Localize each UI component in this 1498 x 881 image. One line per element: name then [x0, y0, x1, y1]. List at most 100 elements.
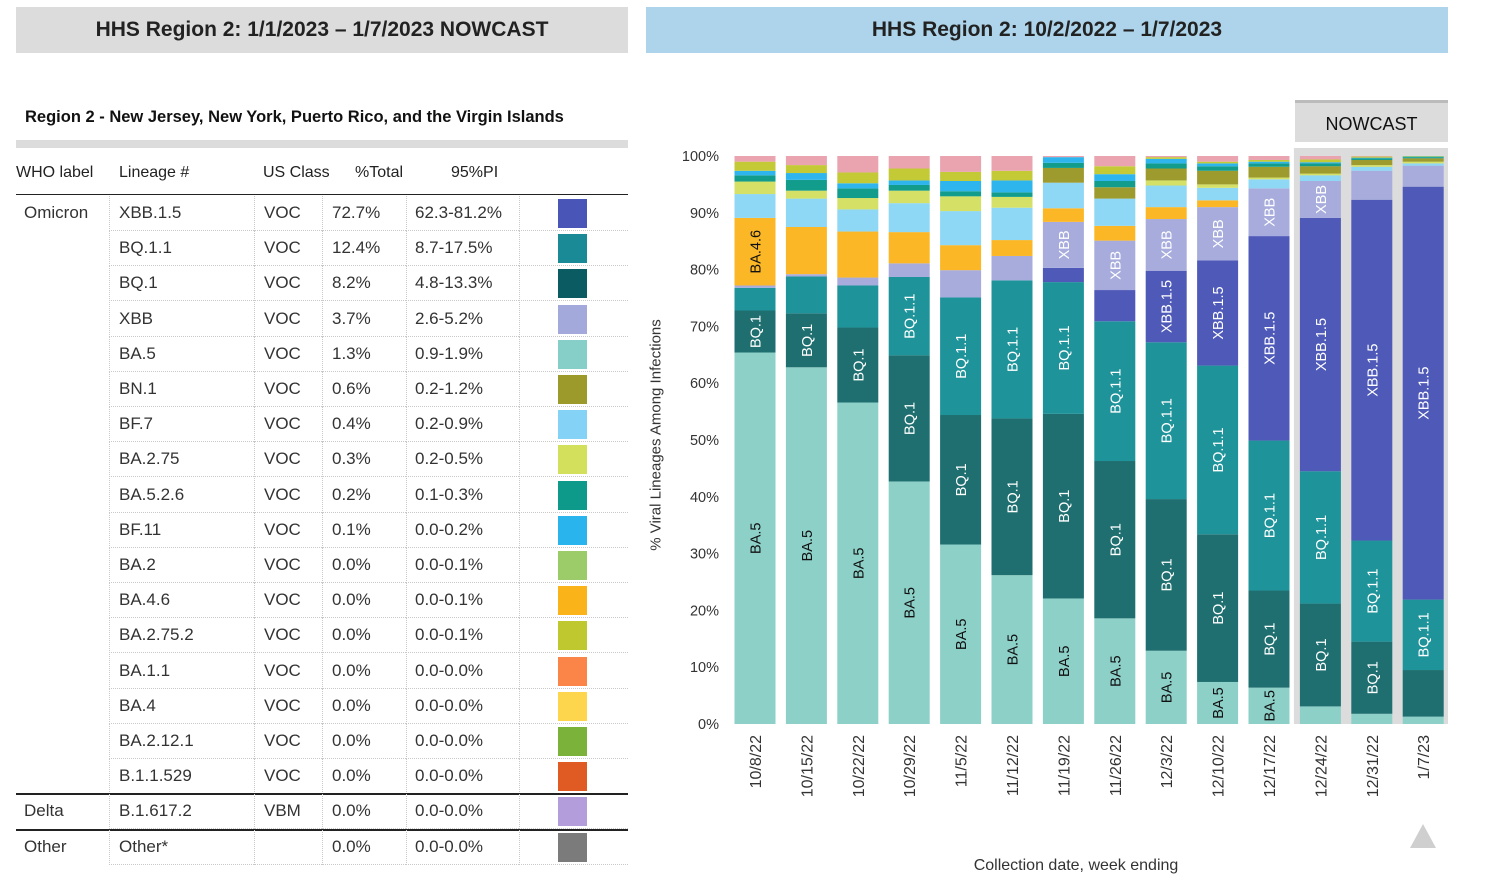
segment-label: BQ.1.1: [1365, 569, 1381, 614]
cell-total: 0.0%: [322, 654, 406, 689]
color-swatch: [558, 762, 587, 792]
cell-pi: 0.0-0.2%: [406, 513, 519, 548]
header-right: HHS Region 2: 10/2/2022 – 1/7/2023: [646, 7, 1448, 53]
segment-label: BA.5: [1160, 672, 1176, 703]
scroll-up-icon[interactable]: [1410, 824, 1436, 848]
bar-segment: [785, 227, 827, 275]
bar-segment: [940, 270, 982, 298]
cell-class: VOC: [254, 689, 322, 724]
cell-pi: 0.0-0.1%: [406, 618, 519, 654]
bar-segment: [1197, 200, 1239, 208]
cell-pi: 8.7-17.5%: [406, 231, 519, 267]
cell-total: 0.1%: [322, 513, 406, 548]
cell-swatch-bg: [519, 654, 628, 689]
bar-segment: [837, 183, 879, 189]
segment-label: BA.5: [800, 530, 816, 561]
x-tick-label: 11/5/22: [954, 735, 971, 787]
segment-label: BQ.1: [1314, 638, 1330, 671]
bar-segment: [837, 198, 879, 210]
cell-divider: [254, 724, 255, 759]
bar-segment: [1094, 290, 1136, 322]
cell-divider: [406, 794, 407, 830]
cell-divider: [519, 372, 520, 407]
cell-pi: 0.1-0.3%: [406, 478, 519, 513]
bar-segment: [785, 190, 827, 199]
cell-lineage: BA.5.2.6: [109, 478, 254, 513]
bar-segment: [1145, 219, 1187, 271]
segment-label: XBB: [1108, 251, 1124, 280]
bar-segment: [1197, 156, 1239, 162]
cell-pi: 0.2-0.5%: [406, 442, 519, 478]
bar-segment: [837, 277, 879, 286]
cell-class: VOC: [254, 407, 322, 443]
x-tick-label: 11/26/22: [1108, 735, 1125, 796]
bar-segment: [734, 161, 776, 171]
cell-divider: [109, 512, 110, 548]
bar-segment: [1299, 156, 1341, 160]
segment-label: BQ.1: [1263, 623, 1279, 656]
cell-divider: [519, 794, 520, 830]
cell-divider: [322, 512, 323, 548]
x-tick-label: 10/22/22: [851, 735, 868, 797]
segment-label: BQ.1: [1108, 523, 1124, 556]
cell-swatch-bg: [519, 266, 628, 302]
cell-divider: [109, 407, 110, 443]
table-row: Other* 0.0% 0.0-0.0%: [16, 829, 628, 865]
cell-swatch-bg: [519, 548, 628, 583]
bar-segment: [734, 217, 776, 286]
cell-swatch-bg: [519, 196, 628, 231]
cell-total: 0.4%: [322, 407, 406, 443]
cell-divider: [519, 196, 520, 231]
bar-segment: [991, 575, 1033, 724]
cell-divider: [254, 372, 255, 407]
bar-segment: [1248, 159, 1290, 162]
cell-class: VOC: [254, 654, 322, 689]
bar-segment: [785, 198, 827, 227]
cell-divider: [322, 196, 323, 231]
bar-segment: [1197, 163, 1239, 167]
cell-class: VOC: [254, 618, 322, 654]
cell-total: 0.0%: [322, 724, 406, 759]
bar-segment: [1402, 716, 1444, 724]
bar-segment: [1248, 687, 1290, 724]
cell-total: 0.0%: [322, 583, 406, 619]
cell-class: VOC: [254, 231, 322, 267]
cell-divider: [322, 477, 323, 513]
color-swatch: [558, 410, 587, 440]
cell-divider: [109, 372, 110, 407]
segment-label: XBB: [1160, 230, 1176, 259]
segment-label: BQ.1.1: [954, 334, 970, 379]
x-tick-label: 10/29/22: [902, 735, 919, 797]
cell-divider: [109, 231, 110, 267]
cell-pi: 0.2-1.2%: [406, 372, 519, 407]
cell-class: VOC: [254, 196, 322, 231]
cell-divider: [519, 512, 520, 548]
bar-segment: [1094, 461, 1136, 619]
cell-pi: 2.6-5.2%: [406, 302, 519, 337]
table-row: BF.11 VOC 0.1% 0.0-0.2%: [16, 512, 628, 548]
cell-divider: [109, 336, 110, 372]
cell-divider: [322, 688, 323, 724]
cell-total: 72.7%: [322, 196, 406, 231]
cell-divider: [254, 512, 255, 548]
bar-segment: [734, 287, 776, 311]
cell-divider: [322, 372, 323, 407]
bar-segment: [837, 327, 879, 403]
bar-segment: [1197, 170, 1239, 185]
bar-segment: [734, 170, 776, 176]
bar-segment: [1248, 177, 1290, 180]
cell-divider: [406, 724, 407, 759]
bar-segment: [888, 203, 930, 233]
bar-segment: [785, 274, 827, 277]
cell-divider: [254, 688, 255, 724]
table-row: BA.4 VOC 0.0% 0.0-0.0%: [16, 688, 628, 724]
cell-divider: [519, 477, 520, 513]
cell-divider: [406, 477, 407, 513]
cell-total: 0.0%: [322, 830, 406, 865]
bar-segment: [837, 402, 879, 724]
bar-segment: [1351, 199, 1393, 541]
bar-segment: [1299, 166, 1341, 174]
bar-segment: [1042, 267, 1084, 283]
cell-lineage: BQ.1: [109, 266, 254, 302]
bar-segment: [1145, 180, 1187, 186]
